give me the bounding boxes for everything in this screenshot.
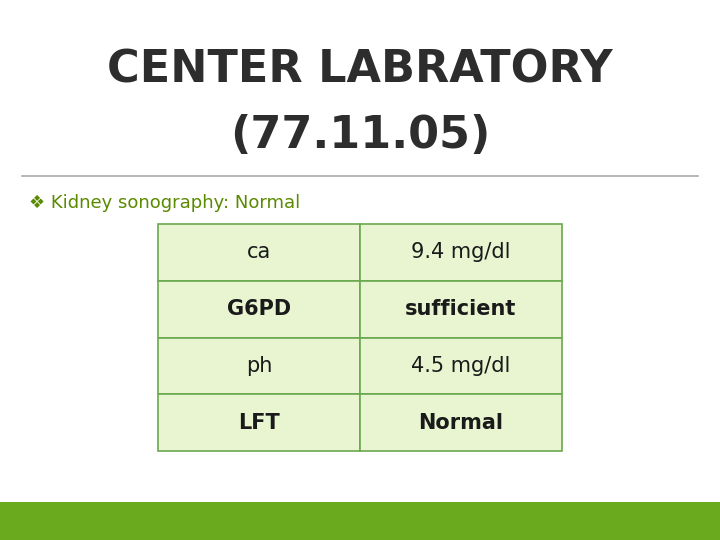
FancyBboxPatch shape — [360, 224, 562, 281]
Text: ❖ Kidney sonography: Normal: ❖ Kidney sonography: Normal — [29, 193, 300, 212]
Text: G6PD: G6PD — [227, 299, 292, 319]
FancyBboxPatch shape — [158, 281, 360, 338]
FancyBboxPatch shape — [158, 224, 360, 281]
FancyBboxPatch shape — [158, 338, 360, 394]
Text: 9.4 mg/dl: 9.4 mg/dl — [411, 242, 510, 262]
Text: ca: ca — [247, 242, 271, 262]
FancyBboxPatch shape — [158, 394, 360, 451]
FancyBboxPatch shape — [0, 502, 720, 540]
FancyBboxPatch shape — [360, 338, 562, 394]
Text: sufficient: sufficient — [405, 299, 516, 319]
Text: ph: ph — [246, 356, 272, 376]
Text: Normal: Normal — [418, 413, 503, 433]
Text: (77.11.05): (77.11.05) — [230, 113, 490, 157]
FancyBboxPatch shape — [360, 394, 562, 451]
Text: 4.5 mg/dl: 4.5 mg/dl — [411, 356, 510, 376]
FancyBboxPatch shape — [360, 281, 562, 338]
Text: LFT: LFT — [238, 413, 280, 433]
Text: CENTER LABRATORY: CENTER LABRATORY — [107, 49, 613, 92]
